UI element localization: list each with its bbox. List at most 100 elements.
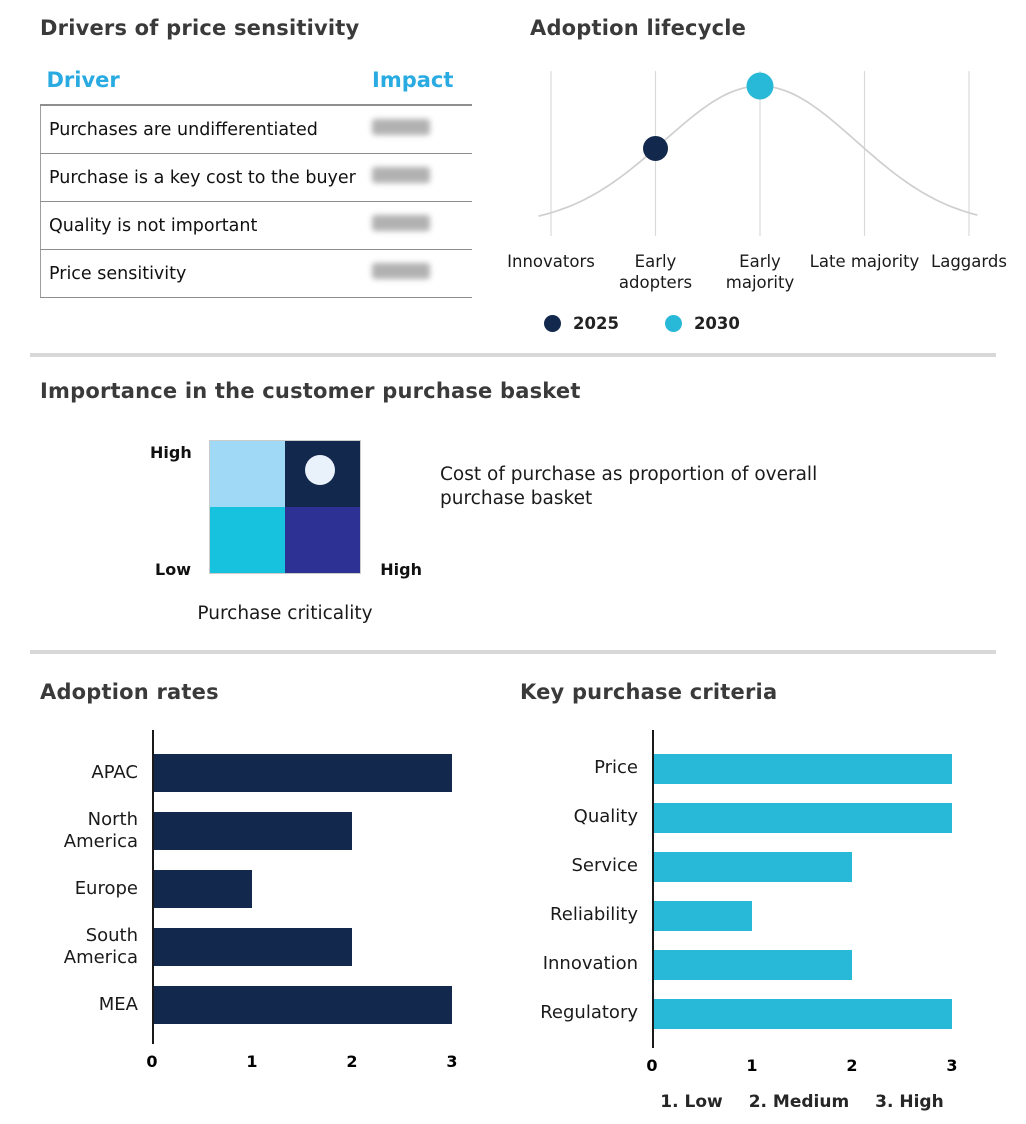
bar-track	[652, 891, 952, 940]
bar-row: Service	[520, 842, 1020, 891]
adoption-lifecycle-panel: Adoption lifecycle Innovators Early adopt…	[507, 16, 1016, 333]
key-purchase-criteria-title: Key purchase criteria	[520, 680, 778, 704]
driver-cell: Purchase is a key cost to the buyer	[40, 153, 366, 202]
bar-category-label: MEA	[98, 993, 138, 1015]
bar-row: Price	[520, 744, 1020, 793]
x-axis-title: Purchase criticality	[197, 603, 373, 624]
drivers-table: Driver Impact Purchases are undifferenti…	[40, 64, 472, 298]
impact-redacted-value	[372, 119, 430, 135]
bar-row: North America	[40, 802, 520, 860]
key-purchase-criteria-chart: Key purchase criteria Price Quality Servic…	[520, 680, 1020, 1112]
bar-track	[152, 744, 452, 802]
bar	[152, 754, 452, 792]
purchase-basket-matrix: High Low High Purchase criticality Cost …	[40, 440, 1026, 624]
column-header-impact: Impact	[366, 64, 472, 106]
impact-cell	[366, 249, 472, 298]
x-axis-high-label: High	[380, 560, 422, 579]
bar-category-label: APAC	[91, 761, 138, 783]
drivers-title: Drivers of price sensitivity	[40, 16, 360, 40]
table-row: Purchase is a key cost to the buyer	[40, 153, 472, 202]
x-tick-label: 2	[846, 1056, 858, 1075]
top-section: Drivers of price sensitivity Driver Impa…	[0, 0, 1026, 347]
bar-track	[652, 989, 952, 1038]
bar-row: MEA	[40, 976, 520, 1034]
driver-cell: Quality is not important	[40, 201, 366, 250]
quadrant-bottom-right	[285, 507, 360, 573]
bar-category-label: Price	[594, 757, 638, 779]
driver-cell: Purchases are undifferentiated	[40, 105, 366, 154]
y-axis-high-label: High	[150, 443, 192, 462]
bar	[652, 998, 952, 1029]
bar-track	[152, 918, 452, 976]
quadrant-bottom-left	[210, 507, 285, 573]
bar	[152, 812, 352, 850]
legend-item-2025: 2025	[544, 314, 619, 333]
key-purchase-criteria-plot: Price Quality Service Reliability Innovation…	[520, 730, 1020, 1048]
x-tick-label: 0	[646, 1056, 658, 1075]
footnote-item: 2. Medium	[748, 1092, 850, 1112]
lifecycle-title: Adoption lifecycle	[530, 16, 747, 40]
bar-category-label: Reliability	[550, 904, 638, 926]
matrix-title: Importance in the customer purchase bask…	[40, 379, 581, 403]
bar-row: APAC	[40, 744, 520, 802]
impact-redacted-value	[372, 215, 430, 231]
bar-row: South America	[40, 918, 520, 976]
bar-category-label: Europe	[74, 877, 138, 899]
adoption-rates-plot: APAC North America Europe South America MEA	[40, 730, 520, 1044]
adoption-rates-chart: Adoption rates APAC North America Europe So…	[40, 680, 520, 1112]
footnote-item: 1. Low	[660, 1092, 723, 1112]
x-tick-label: 1	[746, 1056, 758, 1075]
table-row: Price sensitivity	[40, 249, 472, 298]
column-header-driver: Driver	[40, 64, 366, 106]
bar-track	[652, 940, 952, 989]
y-axis-line	[152, 730, 154, 1044]
bar-category-label: Innovation	[542, 953, 638, 975]
bar-row: Regulatory	[520, 989, 1020, 1038]
x-tick-label: 1	[246, 1052, 258, 1071]
bar-category-label: Service	[571, 855, 638, 877]
bar	[652, 900, 752, 931]
table-row: Quality is not important	[40, 201, 472, 250]
quadrant-top-left	[210, 441, 285, 507]
impact-cell	[366, 105, 472, 154]
impact-cell	[366, 153, 472, 202]
bar-track	[152, 802, 452, 860]
bar-row: Reliability	[520, 891, 1020, 940]
bar	[652, 851, 852, 882]
x-axis-ticks: 0 1 2 3	[646, 1048, 957, 1078]
y-axis-line	[652, 730, 654, 1048]
driver-cell: Price sensitivity	[40, 249, 366, 298]
legend-label: 2025	[573, 314, 619, 333]
footnote-item: 3. High	[875, 1092, 944, 1112]
bar-track	[152, 976, 452, 1034]
bar	[652, 753, 952, 784]
adoption-rates-title: Adoption rates	[40, 680, 219, 704]
bar	[152, 870, 252, 908]
impact-cell	[366, 201, 472, 250]
impact-redacted-value	[372, 263, 430, 279]
bar-category-label: North America	[63, 808, 138, 853]
x-tick-label: 3	[946, 1056, 958, 1075]
bar-row: Innovation	[520, 940, 1020, 989]
bar-row: Quality	[520, 793, 1020, 842]
bar	[152, 986, 452, 1024]
x-tick-label: 3	[446, 1052, 458, 1071]
legend-dot	[664, 315, 682, 332]
scale-footnote: 1. Low 2. Medium 3. High	[652, 1092, 952, 1112]
lifecycle-axis-label: Laggards	[931, 252, 1007, 271]
bell-curve	[538, 85, 978, 218]
quadrant-top-right	[285, 441, 360, 507]
bar-row: Europe	[40, 860, 520, 918]
x-axis-ticks: 0 1 2 3	[146, 1044, 457, 1074]
section-divider	[30, 353, 996, 357]
bottom-charts-section: Adoption rates APAC North America Europe So…	[0, 654, 1026, 1112]
legend-item-2030: 2030	[664, 314, 740, 333]
y-axis-low-label: Low	[155, 560, 191, 579]
lifecycle-axis-label: Early adopters	[618, 252, 693, 292]
bar	[152, 928, 352, 966]
lifecycle-point-2025	[643, 135, 668, 161]
bar	[652, 802, 952, 833]
drivers-panel: Drivers of price sensitivity Driver Impa…	[40, 16, 510, 333]
bar-track	[652, 793, 952, 842]
bar	[652, 949, 852, 980]
